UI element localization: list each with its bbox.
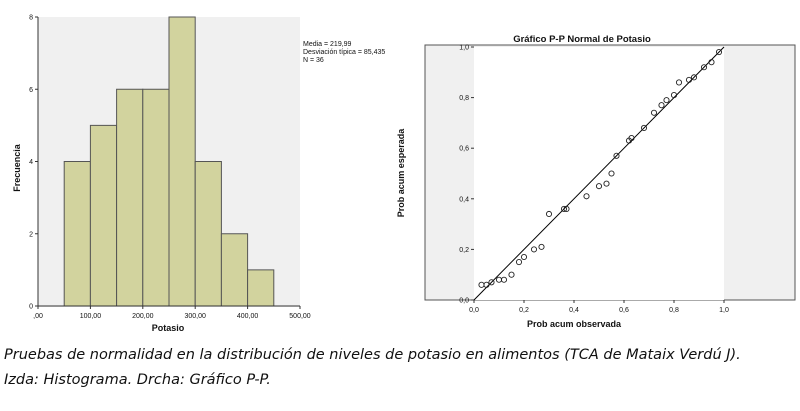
histogram-x-tick-label: 200,00 — [132, 313, 154, 320]
pp-point — [650, 109, 658, 116]
histogram-x-tick-label: 400,00 — [237, 313, 259, 320]
pp-point — [685, 76, 693, 83]
pp-point — [690, 74, 698, 81]
histogram-x-label: Potasio — [152, 323, 185, 333]
pp-y-tick-label: 0,8 — [459, 95, 469, 102]
pp-y-tick-label: 0,4 — [459, 196, 469, 203]
pp-point — [538, 243, 545, 250]
pp-point — [603, 180, 610, 187]
pp-x-tick-label: 0,6 — [619, 307, 629, 314]
pp-point — [628, 135, 635, 142]
pp-x-tick-label: 1,0 — [719, 307, 729, 314]
histogram-x-tick-label: 300,00 — [184, 313, 206, 320]
pp-y-tick-label: 0,6 — [459, 146, 469, 153]
histogram-bars — [63, 16, 275, 307]
pp-point — [500, 276, 508, 283]
pp-point — [515, 258, 523, 266]
figure: ,00 100,00 200,00 300,00 400,00 500,00 0 2 4 6 8 P… — [12, 15, 796, 334]
pp-point — [608, 170, 615, 177]
pp-y-tick-label: 1,0 — [459, 45, 469, 52]
pp-point — [700, 64, 708, 71]
histogram-bar — [142, 88, 170, 307]
pp-y-tick-label: 0,2 — [459, 247, 469, 254]
pp-y-tick-label: 0,0 — [459, 298, 469, 305]
histogram-bar — [116, 88, 144, 307]
pp-point — [545, 210, 553, 218]
pp-x-tick-label: 0,4 — [569, 307, 579, 314]
pp-point — [483, 281, 490, 288]
histogram-bar — [89, 124, 118, 307]
histogram-stat-n: N = 36 — [303, 57, 324, 64]
histogram-x-tick-label: 100,00 — [80, 313, 102, 320]
histogram-y-label: Frecuencia — [12, 143, 22, 192]
pp-x-tick-label: 0,0 — [469, 307, 479, 314]
histogram-y-tick-label: 6 — [29, 87, 33, 94]
figure-caption: Pruebas de normalidad en la distribución… — [4, 343, 796, 393]
pp-plot-chart: Gráfico P-P Normal de Potasio 0,0 0,2 0,4 0… — [396, 34, 796, 329]
histogram-stat-mean: Media = 219,99 — [303, 41, 352, 48]
histogram-bar — [247, 269, 275, 307]
histogram-x-tick-label: 500,00 — [289, 313, 311, 320]
pp-point — [488, 279, 495, 286]
pp-point — [530, 246, 538, 253]
pp-point — [663, 97, 670, 104]
pp-point — [560, 205, 568, 212]
pp-point — [508, 271, 515, 278]
pp-x-tick-label: 0,8 — [669, 307, 679, 314]
pp-point — [715, 49, 723, 56]
pp-x-tick-label: 0,2 — [519, 307, 529, 314]
pp-point — [613, 152, 620, 159]
histogram-y-tick-label: 2 — [29, 231, 33, 238]
pp-point — [563, 205, 570, 212]
pp-point — [658, 102, 665, 109]
histogram-y-tick-label: 8 — [29, 15, 33, 22]
histogram-y-tick-label: 0 — [29, 304, 33, 311]
pp-plot-title: Gráfico P-P Normal de Potasio — [513, 34, 651, 45]
caption-line-1: Pruebas de normalidad en la distribución… — [4, 347, 741, 363]
pp-reference-line — [473, 46, 725, 301]
pp-point — [675, 79, 683, 86]
histogram-stat-sd: Desviación típica = 85,435 — [303, 49, 385, 56]
pp-plot-x-label: Prob acum observada — [527, 319, 622, 329]
histogram-y-tick-label: 4 — [29, 159, 33, 166]
histogram-bar — [220, 233, 249, 307]
histogram-bar — [63, 161, 91, 307]
histogram-chart: ,00 100,00 200,00 300,00 400,00 500,00 0 2 4 6 8 P… — [12, 15, 385, 334]
pp-point — [708, 59, 715, 66]
pp-point — [520, 253, 528, 261]
caption-line-2: Izda: Histograma. Drcha: Gráfico P-P. — [4, 372, 271, 388]
pp-points — [478, 49, 723, 288]
histogram-ticks: ,00 100,00 200,00 300,00 400,00 500,00 0 2 4 6 8 — [29, 15, 311, 321]
pp-plot-y-label: Prob acum esperada — [396, 128, 406, 218]
pp-point — [595, 183, 603, 190]
pp-point — [670, 92, 678, 99]
pp-point — [583, 193, 590, 200]
pp-point — [640, 124, 648, 132]
histogram-x-tick-label: ,00 — [33, 313, 43, 320]
histogram-bar — [168, 16, 196, 307]
pp-plot-ticks: 0,0 0,2 0,4 0,6 0,8 1,0 0,0 0,2 0,4 0,6 0,8 1,0 — [459, 45, 729, 315]
histogram-bar — [194, 161, 222, 307]
